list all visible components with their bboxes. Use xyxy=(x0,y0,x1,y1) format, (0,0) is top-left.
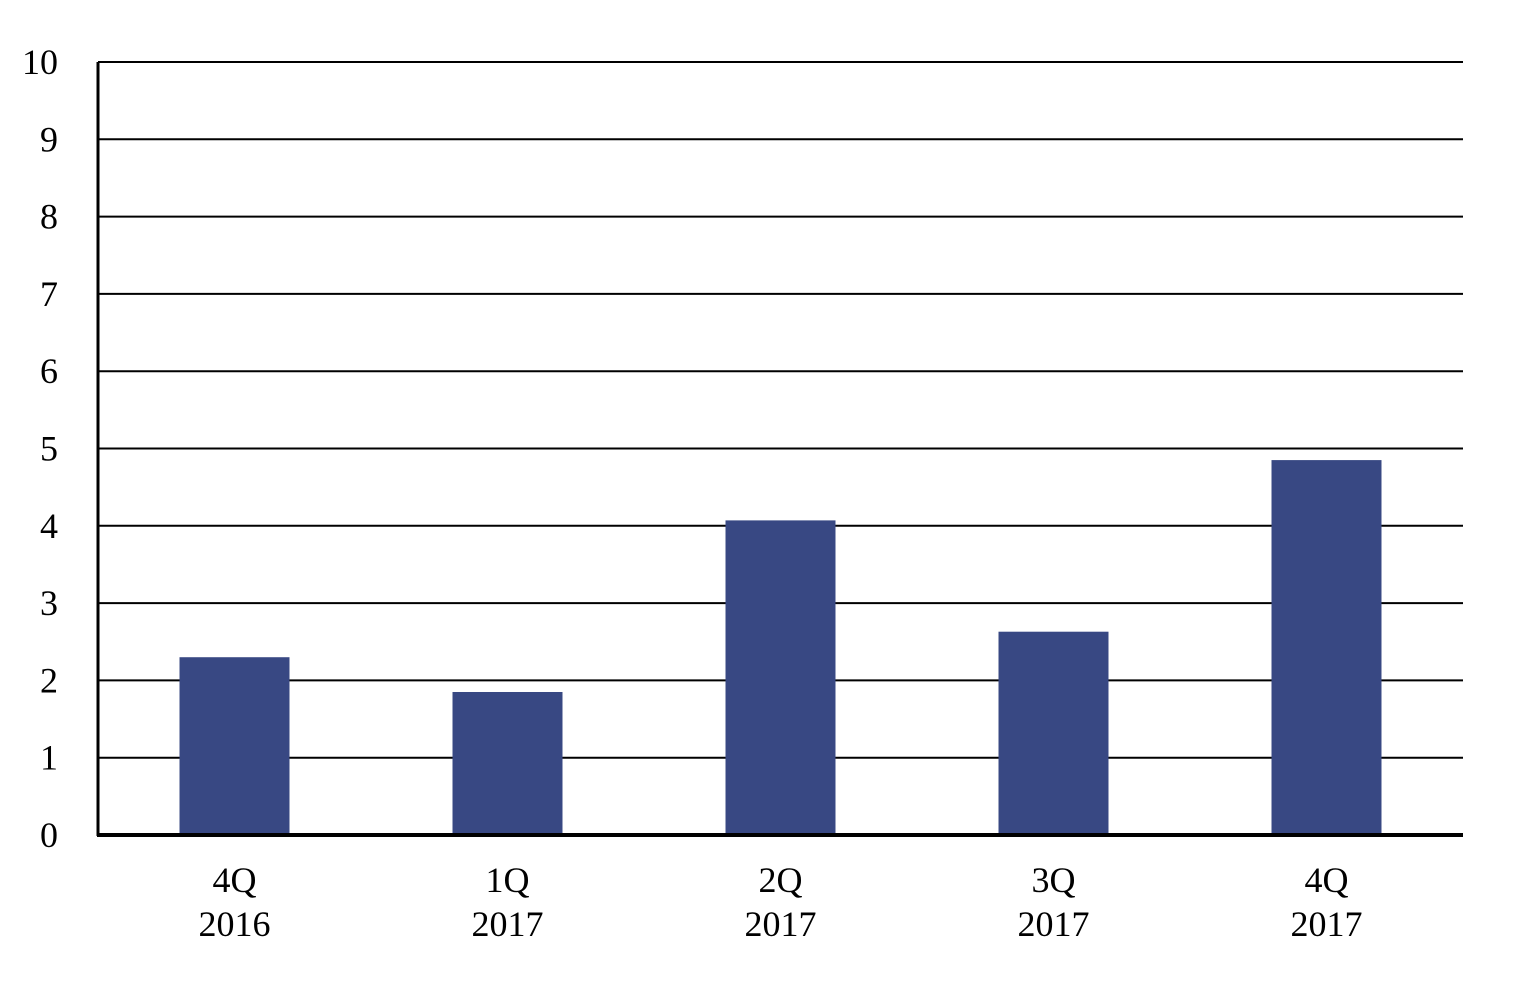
y-tick-label: 8 xyxy=(40,197,58,237)
bar xyxy=(452,691,563,835)
y-tick-label: 2 xyxy=(40,660,58,700)
y-tick-label: 4 xyxy=(40,506,58,546)
x-tick-label: 1Q xyxy=(486,860,530,900)
y-tick-label: 10 xyxy=(22,42,58,82)
y-tick-labels: 0 1 2 3 4 5 6 7 8 9 10 xyxy=(22,42,58,855)
bar xyxy=(998,631,1109,835)
x-tick-label: 2017 xyxy=(745,904,817,944)
x-tick-label: 2017 xyxy=(1291,904,1363,944)
y-tick-label: 1 xyxy=(40,738,58,778)
y-tick-label: 0 xyxy=(40,815,58,855)
y-tick-label: 5 xyxy=(40,429,58,469)
bar xyxy=(725,520,836,835)
axes xyxy=(96,62,1463,837)
x-tick-label: 2Q xyxy=(759,860,803,900)
x-tick-label: 4Q xyxy=(1305,860,1349,900)
bars xyxy=(179,460,1382,835)
x-tick-label: 2016 xyxy=(199,904,271,944)
x-tick-label: 3Q xyxy=(1032,860,1076,900)
x-tick-label: 4Q xyxy=(213,860,257,900)
bar xyxy=(179,657,290,835)
y-tick-label: 9 xyxy=(40,119,58,159)
y-tick-label: 6 xyxy=(40,351,58,391)
x-tick-label: 2017 xyxy=(1018,904,1090,944)
gridlines xyxy=(98,61,1463,759)
y-tick-label: 3 xyxy=(40,583,58,623)
bar xyxy=(1271,460,1382,835)
x-tick-label: 2017 xyxy=(472,904,544,944)
y-tick-label: 7 xyxy=(40,274,58,314)
